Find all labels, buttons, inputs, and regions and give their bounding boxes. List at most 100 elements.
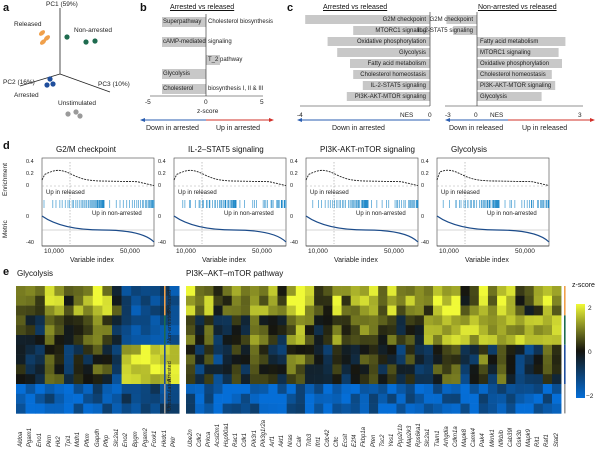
d-y-tick: 0 (421, 183, 425, 189)
d-enrichment-curve (173, 169, 287, 187)
group-bar (164, 286, 166, 316)
heat-cell (112, 325, 122, 336)
heat-cell (506, 344, 516, 355)
heat-cell (295, 295, 306, 306)
heat-cell (150, 354, 161, 365)
heat-cell (451, 354, 461, 365)
heat-cell (506, 403, 516, 414)
heat-cell (332, 384, 342, 395)
heat-cell (35, 344, 46, 355)
d-plot-title: IL-2–STAT5 signaling (188, 145, 264, 154)
heat-cell (460, 344, 470, 355)
gene-label: Nras (288, 434, 295, 448)
heat-cell (150, 374, 161, 385)
heat-cell (92, 374, 103, 385)
heat-cell (131, 344, 142, 355)
heat-cell (54, 384, 65, 395)
c-left-bar (346, 92, 430, 101)
heat-cell (295, 384, 306, 395)
heat-cell (44, 364, 55, 375)
heat-cell (304, 286, 315, 297)
heat-cell (552, 295, 562, 306)
heat-cell (140, 364, 151, 375)
gene-label: Ppp2r1b (398, 424, 405, 448)
heat-cell (323, 393, 333, 404)
c-right-arrow-left-label: Down in released (449, 125, 504, 132)
b-axis-min: -5 (145, 99, 151, 106)
heat-cell (396, 335, 406, 346)
heat-cell (186, 315, 196, 326)
heat-cell (92, 393, 103, 404)
heat-cell (25, 325, 36, 336)
heat-cell (231, 344, 242, 355)
gene-label: Cab39l (507, 428, 514, 448)
heat-cell (213, 335, 223, 346)
heat-cell (332, 286, 342, 297)
heat-cell (378, 305, 388, 316)
heat-cell (16, 354, 26, 365)
heat-cell (231, 364, 242, 375)
heat-cell (92, 403, 103, 414)
gene-label: Ube2n (187, 429, 194, 448)
heat-cell (73, 393, 84, 404)
panel-c-letter: c (287, 2, 294, 14)
heat-cell (169, 295, 180, 306)
gene-label: Acsl2m1 (215, 424, 222, 448)
heat-cell (515, 384, 525, 395)
heat-cell (250, 315, 260, 326)
heat-cell (332, 295, 342, 306)
heat-cell (478, 325, 489, 336)
gene-label: Hsp90a1 (224, 423, 231, 448)
heat-cell (83, 374, 94, 385)
heat-cell (44, 315, 55, 326)
gene-label: Mapk9 (526, 429, 533, 448)
heat-cell (323, 286, 333, 297)
heat-cell (442, 286, 452, 297)
heat-cell (304, 354, 315, 365)
c-left-bar-label: PI3K-AKT-MTOR signaling (354, 94, 426, 100)
heat-cell (405, 364, 416, 375)
heat-cell (259, 374, 269, 385)
heat-cell (112, 344, 122, 355)
heat-cell (44, 305, 55, 316)
heat-cell (460, 295, 470, 306)
heat-cell (186, 364, 196, 375)
heat-cell (250, 393, 260, 404)
heat-cell (121, 305, 132, 316)
heat-cell (497, 393, 507, 404)
arrested-label: Arrested (14, 92, 39, 99)
heat-cell (533, 286, 544, 297)
heat-cell (414, 305, 425, 316)
heat-cell (16, 374, 26, 385)
heat-cell (169, 315, 180, 326)
heat-cell (35, 384, 46, 395)
heat-cell (405, 315, 416, 326)
heat-cell (169, 393, 180, 404)
gene-label: Pfkp (104, 435, 111, 448)
c-left-bar (353, 26, 430, 35)
heat-cell (83, 364, 94, 375)
heat-cell (195, 335, 205, 346)
group-bar (164, 315, 166, 345)
d-y-tick: 0.2 (26, 171, 34, 177)
heat-cell (359, 364, 370, 375)
d-y-tick: 0.4 (290, 159, 298, 165)
gene-label: Hk2 (56, 436, 63, 448)
heat-cell (451, 315, 461, 326)
heat-cell (469, 286, 480, 297)
heat-cell (469, 305, 480, 316)
heat-cell (497, 335, 507, 346)
heat-cell (16, 305, 26, 316)
heat-cell (396, 403, 406, 414)
heat-cell (341, 325, 351, 336)
released-points (38, 30, 51, 45)
heat-cell (16, 325, 26, 336)
heat-cell (102, 344, 113, 355)
d-xlabel: Variable index (202, 257, 246, 264)
d-enrichment-curve (436, 169, 550, 187)
heat-cell (350, 354, 361, 365)
d-gsea-plot (436, 157, 550, 247)
d-x-tick: 50,000 (120, 248, 140, 255)
heat-cell (350, 295, 361, 306)
d-y-tick: 0 (26, 183, 30, 189)
